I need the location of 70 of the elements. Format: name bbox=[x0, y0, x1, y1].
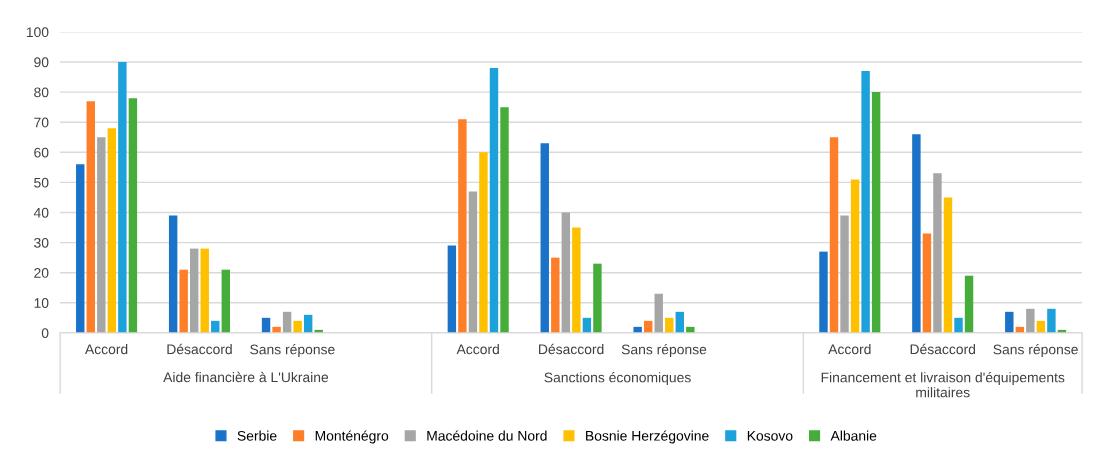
bar bbox=[829, 137, 839, 333]
y-tick-label: 70 bbox=[34, 117, 49, 128]
y-tick-label: 80 bbox=[34, 87, 49, 98]
bar bbox=[540, 143, 549, 333]
bar bbox=[964, 275, 974, 333]
y-tick-label: 0 bbox=[41, 328, 49, 339]
bar bbox=[551, 257, 560, 333]
bar bbox=[282, 311, 292, 333]
legend-label: Albanie bbox=[830, 430, 877, 441]
text: Aide financière à L'Ukraine bbox=[163, 371, 329, 383]
bar bbox=[1047, 308, 1056, 333]
x-tick-label: Accord bbox=[828, 343, 871, 355]
bar bbox=[572, 227, 581, 333]
legend-label: Macédoine du Nord bbox=[427, 430, 547, 441]
x-tick-label: Désaccord bbox=[167, 343, 232, 355]
bar bbox=[168, 215, 178, 333]
bar bbox=[128, 98, 138, 333]
bar bbox=[86, 101, 95, 333]
bar bbox=[922, 233, 932, 333]
bar bbox=[221, 269, 231, 333]
x-tick-label: Sans réponse bbox=[621, 343, 707, 358]
bar bbox=[675, 311, 684, 333]
text: Sanctions économiques bbox=[544, 372, 691, 386]
legend-label: Kosovo bbox=[747, 431, 793, 441]
x-tick-label: Sans réponse bbox=[993, 343, 1078, 358]
bar bbox=[912, 134, 921, 333]
y-tick-label: 90 bbox=[34, 57, 49, 68]
text: Financement et livraison d'équipements militaires bbox=[821, 372, 1065, 398]
bar bbox=[190, 248, 199, 333]
y-tick-label: 50 bbox=[34, 177, 49, 188]
bar bbox=[468, 191, 478, 333]
x-tick-label: Sans réponse bbox=[250, 343, 335, 358]
bar bbox=[593, 263, 602, 333]
x-tick-label: Accord bbox=[84, 343, 128, 355]
x-tick-label: Désaccord bbox=[910, 343, 976, 355]
bar bbox=[861, 71, 870, 333]
bar bbox=[819, 251, 828, 333]
y-tick-label: 100 bbox=[26, 27, 49, 38]
bar bbox=[118, 62, 127, 333]
bar bbox=[200, 248, 209, 333]
bar bbox=[840, 215, 849, 333]
bar bbox=[850, 179, 860, 333]
x-tick-label: Désaccord bbox=[539, 343, 604, 355]
legend-label: Monténégro bbox=[315, 430, 389, 444]
legend-label: Bosnie Herzégovine bbox=[586, 430, 709, 444]
bar bbox=[1005, 311, 1014, 333]
bar bbox=[561, 212, 571, 333]
bar bbox=[954, 317, 963, 333]
bar bbox=[76, 164, 85, 333]
bar bbox=[1026, 308, 1035, 333]
y-tick-label: 10 bbox=[34, 298, 49, 308]
bar bbox=[458, 119, 467, 333]
bar bbox=[933, 173, 942, 333]
bar bbox=[447, 245, 457, 333]
bar bbox=[293, 320, 302, 333]
bar bbox=[179, 269, 188, 333]
y-tick-label: 20 bbox=[34, 268, 49, 278]
bar bbox=[107, 128, 117, 333]
x-tick-label: Accord bbox=[456, 343, 499, 355]
bar bbox=[500, 107, 509, 333]
bar bbox=[943, 197, 953, 333]
bar bbox=[97, 137, 106, 333]
bar bbox=[479, 152, 488, 333]
y-tick-label: 40 bbox=[33, 207, 49, 218]
legend-label: Serbie bbox=[237, 430, 277, 441]
bar bbox=[489, 68, 499, 333]
y-tick-label: 60 bbox=[34, 147, 49, 158]
bar bbox=[654, 293, 663, 333]
bar bbox=[871, 92, 881, 333]
y-tick-label: 30 bbox=[34, 237, 49, 248]
